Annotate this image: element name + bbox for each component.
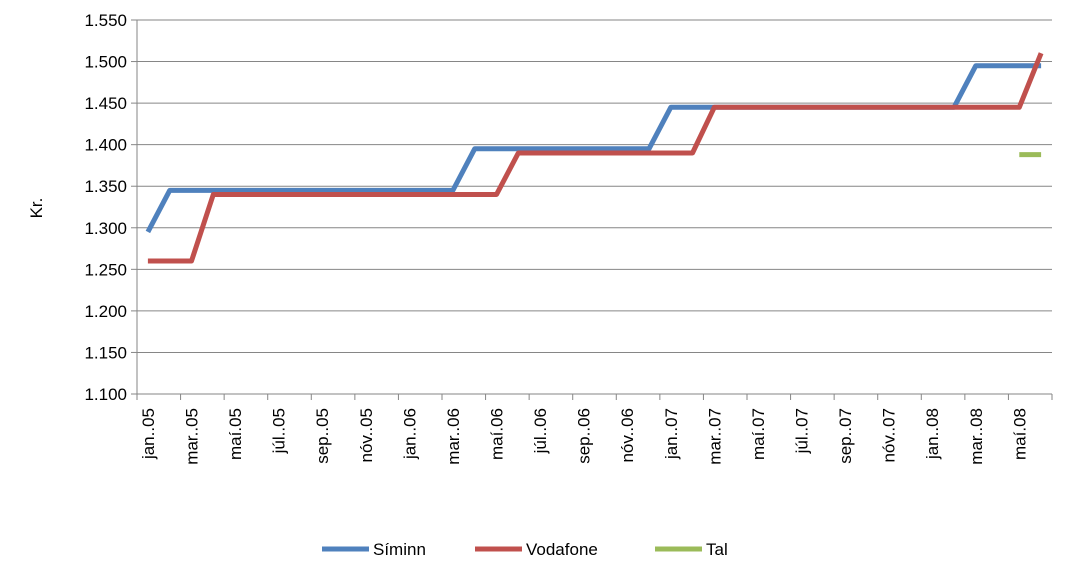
x-tick-label: júl..07: [792, 408, 811, 454]
x-tick-label: sep..05: [313, 408, 332, 464]
legend: Síminn Vodafone Tal: [322, 540, 728, 559]
x-tick-label: maí.05: [226, 408, 245, 460]
x-tick-label: nóv..07: [880, 408, 899, 463]
series-line-vodafone: [147, 52, 1044, 264]
x-tick-label: nóv..05: [357, 408, 376, 463]
axes: [131, 19, 1053, 400]
x-tick-label: jan..06: [400, 408, 419, 460]
y-tick-labels: 1.100 1.150 1.200 1.250 1.300 1.350 1.400 1.450…: [84, 11, 127, 404]
y-tick-label: 1.350: [84, 177, 127, 196]
y-tick-label: 1.550: [84, 11, 127, 30]
x-tick-label: nóv..06: [618, 408, 637, 463]
x-tick-label: jan..08: [923, 408, 942, 460]
x-tick-label: maí.08: [1010, 408, 1029, 460]
y-tick-label: 1.500: [84, 53, 127, 72]
series-lines: [145, 52, 1044, 264]
x-tick-label: júl..05: [270, 408, 289, 454]
gridlines: [137, 19, 1052, 353]
y-tick-label: 1.100: [84, 385, 127, 404]
x-tick-labels: jan..05 mar..05 maí.05 júl..05 sep..05 nóv..0…: [139, 408, 1029, 465]
y-tick-label: 1.450: [84, 94, 127, 113]
y-tick-label: 1.250: [84, 260, 127, 279]
legend-label-vodafone: Vodafone: [526, 540, 598, 559]
y-tick-label: 1.300: [84, 219, 127, 238]
x-tick-label: sep..07: [836, 408, 855, 464]
x-tick-label: sep..06: [575, 408, 594, 464]
x-tick-label: júl..06: [531, 408, 550, 454]
x-tick-label: jan..05: [139, 408, 158, 460]
x-tick-label: mar..06: [444, 408, 463, 465]
x-tick-label: maí.06: [487, 408, 506, 460]
legend-label-siminn: Síminn: [373, 540, 426, 559]
x-tick-label: mar..07: [705, 408, 724, 465]
y-tick-label: 1.400: [84, 136, 127, 155]
x-tick-label: maí.07: [749, 408, 768, 460]
y-tick-label: 1.150: [84, 343, 127, 362]
legend-label-tal: Tal: [706, 540, 728, 559]
y-tick-label: 1.200: [84, 302, 127, 321]
y-axis-title: Kr.: [27, 198, 46, 219]
series-line-siminn: [145, 63, 1042, 234]
x-tick-label: jan..07: [662, 408, 681, 460]
x-tick-label: mar..05: [182, 408, 201, 465]
x-tick-label: mar..08: [967, 408, 986, 465]
